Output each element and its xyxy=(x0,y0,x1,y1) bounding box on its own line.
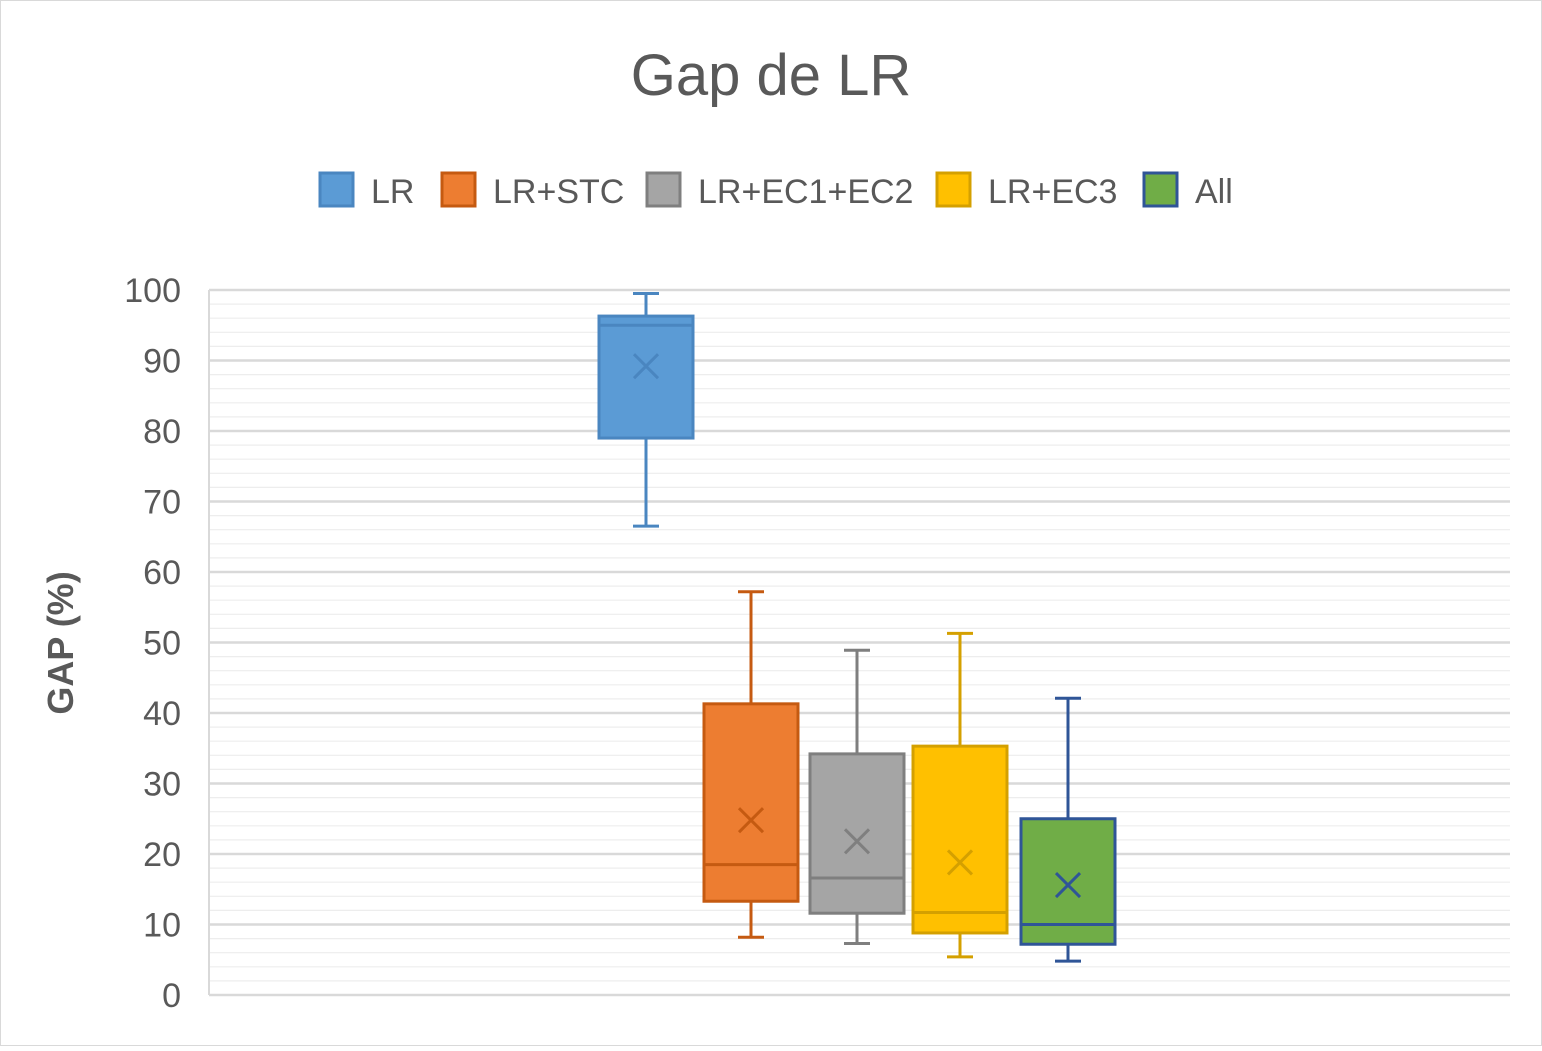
mean-marker-stroke xyxy=(632,353,660,380)
y-tick-label: 90 xyxy=(143,343,181,381)
box-lr-ec3 xyxy=(911,631,1009,959)
iqr-box xyxy=(702,702,800,903)
mean-marker xyxy=(1054,871,1082,899)
legend-item: LR xyxy=(318,171,414,211)
y-tick-label: 60 xyxy=(143,554,181,592)
legend-swatch xyxy=(1142,171,1179,208)
box-all xyxy=(1019,696,1117,963)
legend-item: All xyxy=(1142,171,1233,211)
legend-item: LR+STC xyxy=(440,171,624,211)
y-tick-label: 100 xyxy=(124,272,181,310)
y-tick-label: 10 xyxy=(143,907,181,945)
legend-label: LR xyxy=(371,173,414,211)
iqr-box xyxy=(911,744,1009,935)
chart-title: Gap de LR xyxy=(631,43,912,108)
y-tick-label: 30 xyxy=(143,766,181,804)
iqr-box xyxy=(597,314,695,440)
y-tick-label: 0 xyxy=(162,977,181,1015)
y-tick-label: 70 xyxy=(143,484,181,522)
mean-marker-stroke xyxy=(1054,871,1082,899)
iqr-box xyxy=(808,752,906,915)
legend-swatch xyxy=(935,171,972,208)
legend-label: LR+EC1+EC2 xyxy=(698,173,913,211)
mean-marker xyxy=(946,849,974,876)
box-lr-stc xyxy=(702,590,800,939)
mean-marker-stroke xyxy=(946,849,974,876)
legend-item: LR+EC3 xyxy=(935,171,1117,211)
legend-swatch xyxy=(645,171,682,208)
y-tick-label: 80 xyxy=(143,413,181,451)
mean-marker xyxy=(737,807,765,834)
legend-label: LR+EC3 xyxy=(988,173,1117,211)
y-axis-label: GAP (%) xyxy=(40,571,81,714)
box-lr-ec1-ec2 xyxy=(808,648,906,946)
y-axis: 0 10 20 30 40 50 60 70 80 90 100 xyxy=(124,272,181,1015)
legend-label: LR+STC xyxy=(493,173,624,211)
y-tick-label: 50 xyxy=(143,625,181,663)
box-lr xyxy=(597,292,695,528)
mean-marker-stroke xyxy=(737,807,765,834)
legend-item: LR+EC1+EC2 xyxy=(645,171,913,211)
mean-marker xyxy=(843,828,871,855)
legend-label: All xyxy=(1195,173,1233,211)
legend: LR LR+STC LR+EC1+EC2 LR+EC3 All xyxy=(318,171,1233,211)
box-series xyxy=(597,292,1117,963)
legend-swatch xyxy=(318,171,355,208)
legend-swatch xyxy=(440,171,477,208)
mean-marker xyxy=(632,353,660,380)
y-tick-label: 40 xyxy=(143,695,181,733)
y-tick-label: 20 xyxy=(143,836,181,874)
mean-marker-stroke xyxy=(843,828,871,855)
